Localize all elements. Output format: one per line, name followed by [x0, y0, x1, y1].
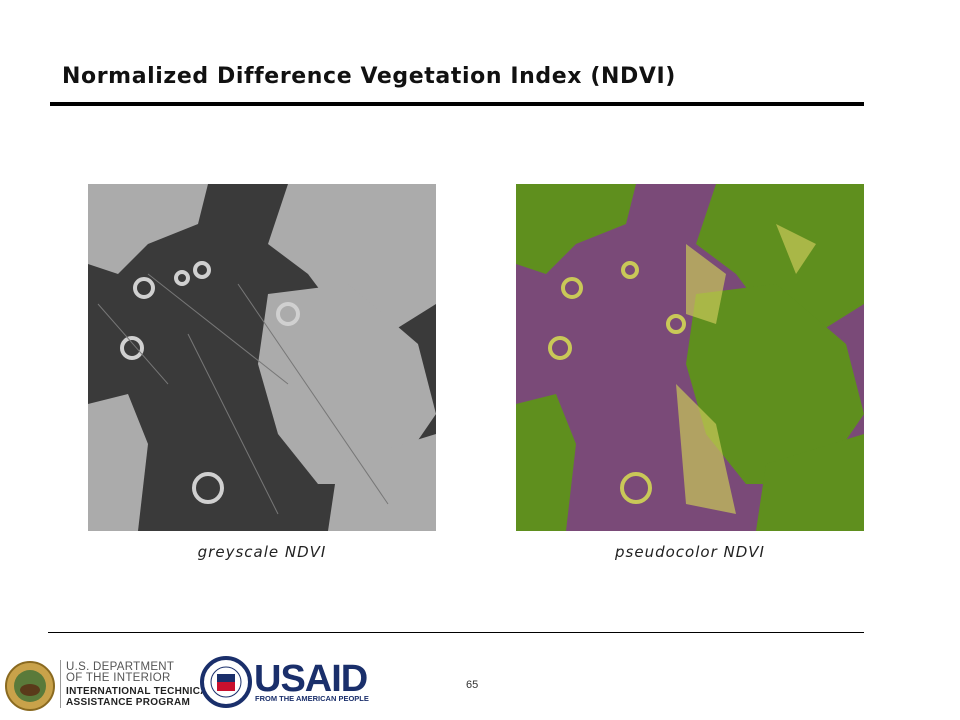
slide-title: Normalized Difference Vegetation Index (… — [62, 64, 676, 89]
doi-line: OF THE INTERIOR — [66, 672, 171, 684]
figure-caption: pseudocolor NDVI — [615, 543, 765, 561]
pseudocolor-image — [516, 184, 864, 531]
figure-caption: greyscale NDVI — [197, 543, 327, 561]
doi-line: U.S. DEPARTMENT — [66, 661, 175, 673]
logo-divider — [60, 660, 61, 708]
title-rule — [50, 102, 864, 106]
doi-seal — [5, 661, 55, 711]
greyscale-image — [88, 184, 436, 531]
usaid-tagline: FROM THE AMERICAN PEOPLE — [255, 694, 369, 703]
doi-line: ASSISTANCE PROGRAM — [66, 697, 191, 708]
doi-line: INTERNATIONAL TECHNICAL — [66, 686, 215, 697]
page-number: 65 — [466, 679, 479, 691]
footer-rule — [48, 632, 864, 633]
usaid-wordmark: USAID — [254, 658, 368, 700]
usaid-seal — [200, 656, 252, 708]
